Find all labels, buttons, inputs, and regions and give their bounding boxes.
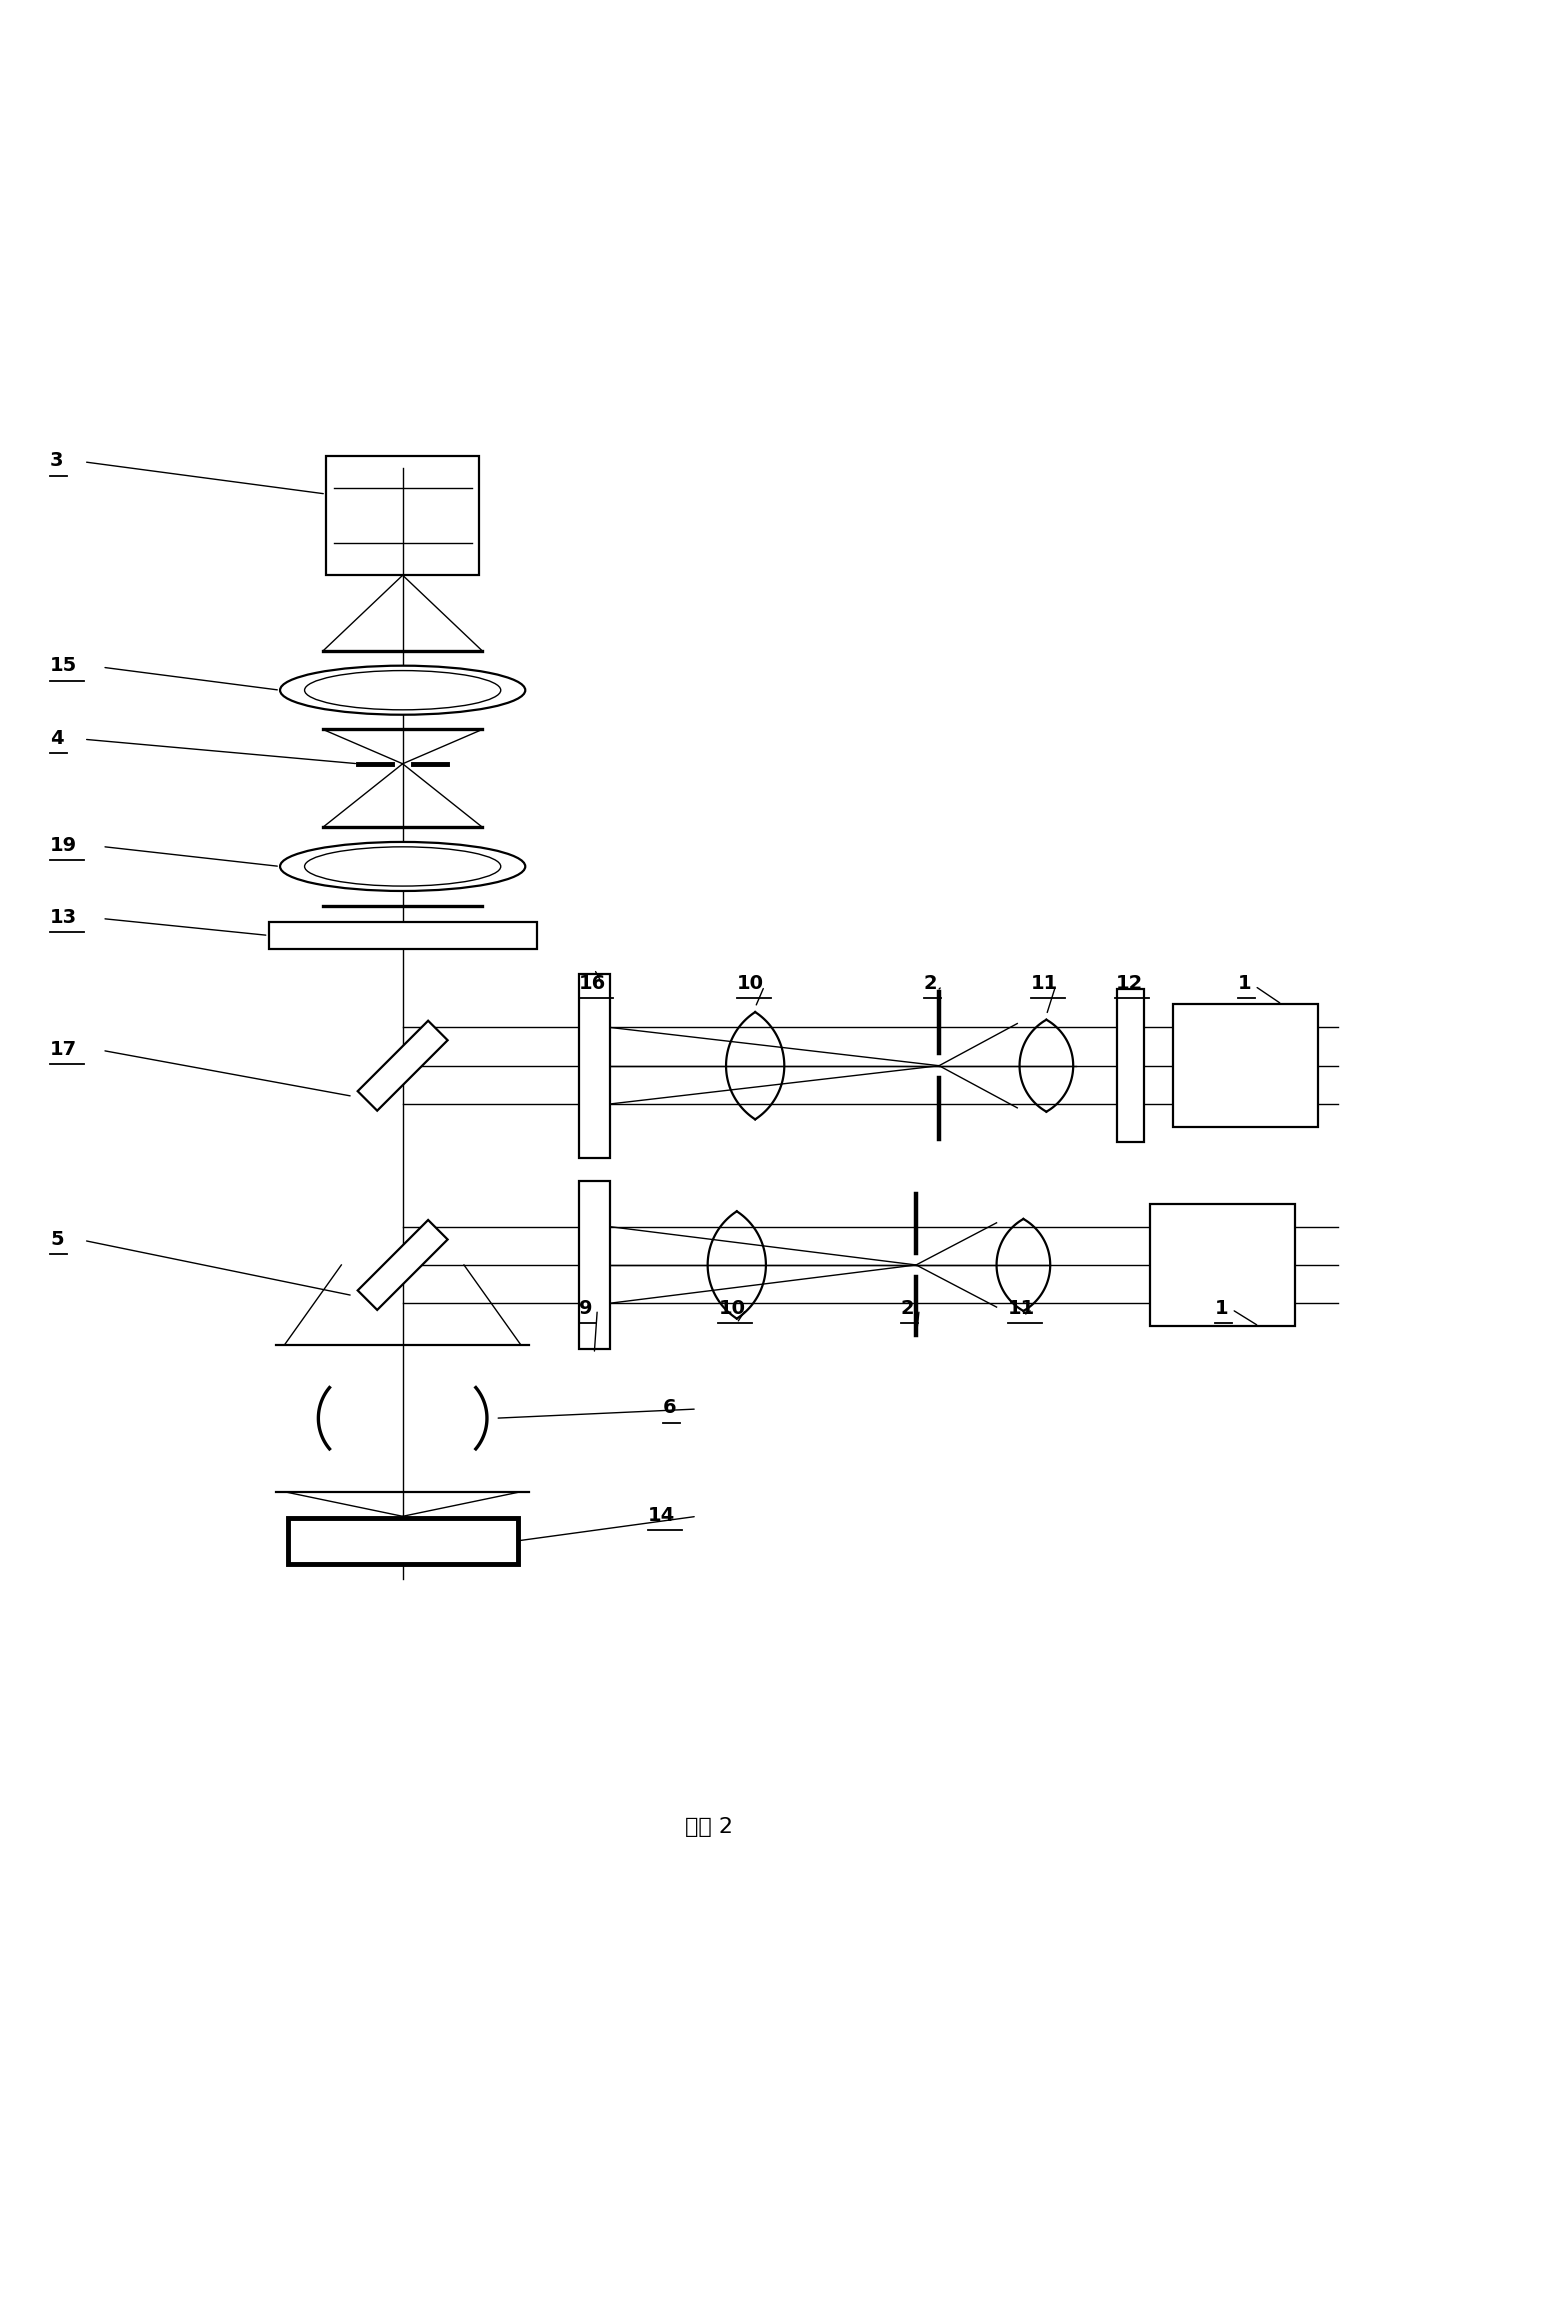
Text: 6: 6 (663, 1398, 676, 1417)
Ellipse shape (305, 846, 501, 886)
Text: 11: 11 (1031, 973, 1059, 994)
Bar (1173, 1005, 1319, 1127)
Text: 19: 19 (51, 835, 77, 856)
Text: 3: 3 (51, 451, 63, 469)
Bar (1150, 1203, 1296, 1327)
Text: 17: 17 (51, 1040, 77, 1058)
Polygon shape (358, 1021, 447, 1111)
Text: 13: 13 (51, 908, 77, 927)
Text: 1: 1 (1237, 973, 1251, 994)
Text: 11: 11 (1008, 1299, 1036, 1318)
Text: 2: 2 (901, 1299, 914, 1318)
Text: 15: 15 (51, 656, 77, 676)
Text: 1: 1 (1214, 1299, 1228, 1318)
Text: 9: 9 (579, 1299, 592, 1318)
Text: 16: 16 (579, 973, 606, 994)
Text: 12: 12 (1116, 973, 1142, 994)
Text: 2: 2 (923, 973, 937, 994)
Ellipse shape (305, 672, 501, 711)
Text: 4: 4 (51, 729, 63, 748)
Bar (579, 973, 610, 1157)
Text: 10: 10 (737, 973, 764, 994)
Ellipse shape (280, 665, 525, 715)
Text: 5: 5 (51, 1230, 63, 1249)
Bar (1117, 989, 1145, 1143)
Bar (288, 1518, 518, 1564)
Bar (579, 1180, 610, 1350)
Text: 10: 10 (718, 1299, 746, 1318)
Bar (327, 455, 479, 575)
Text: 附图 2: 附图 2 (686, 1817, 734, 1838)
Text: 14: 14 (647, 1506, 675, 1525)
Ellipse shape (280, 842, 525, 890)
Polygon shape (358, 1219, 447, 1311)
Bar (268, 922, 536, 950)
